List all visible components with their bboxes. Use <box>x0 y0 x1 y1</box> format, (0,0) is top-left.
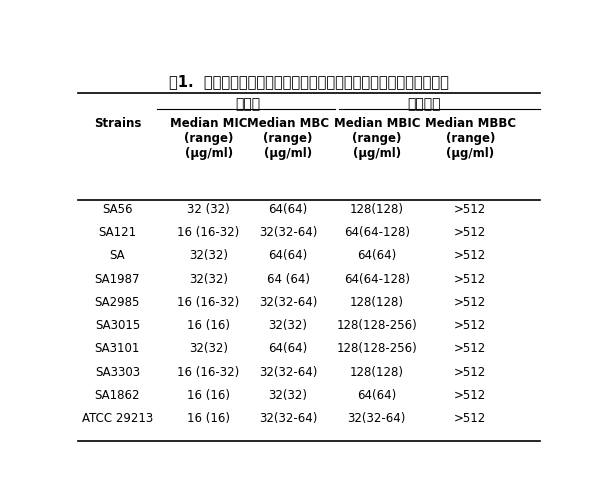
Text: >512: >512 <box>454 412 487 425</box>
Text: 32(32): 32(32) <box>268 319 308 332</box>
Text: >512: >512 <box>454 366 487 379</box>
Text: Median MIC
(range)
(μg/ml): Median MIC (range) (μg/ml) <box>170 117 247 159</box>
Text: 32(32-64): 32(32-64) <box>259 412 317 425</box>
Text: SA56: SA56 <box>102 203 133 216</box>
Text: 悬浮菌: 悬浮菌 <box>236 97 261 111</box>
Text: 64(64-128): 64(64-128) <box>344 273 410 286</box>
Text: SA3101: SA3101 <box>95 343 140 356</box>
Text: 64(64): 64(64) <box>357 249 396 263</box>
Text: >512: >512 <box>454 343 487 356</box>
Text: 64(64): 64(64) <box>268 249 308 263</box>
Text: 16 (16-32): 16 (16-32) <box>177 366 239 379</box>
Text: Strains: Strains <box>93 117 141 129</box>
Text: 32(32): 32(32) <box>189 273 228 286</box>
Text: 64(64-128): 64(64-128) <box>344 226 410 239</box>
Text: 16 (16): 16 (16) <box>187 412 230 425</box>
Text: SA1987: SA1987 <box>95 273 140 286</box>
Text: 32(32): 32(32) <box>189 249 228 263</box>
Text: ATCC 29213: ATCC 29213 <box>82 412 153 425</box>
Text: SA3303: SA3303 <box>95 366 140 379</box>
Text: >512: >512 <box>454 203 487 216</box>
Text: 32(32-64): 32(32-64) <box>259 296 317 309</box>
Text: >512: >512 <box>454 226 487 239</box>
Text: SA2985: SA2985 <box>95 296 140 309</box>
Text: SA1862: SA1862 <box>95 389 140 402</box>
Text: 64(64): 64(64) <box>268 203 308 216</box>
Text: Median MBIC
(range)
(μg/ml): Median MBIC (range) (μg/ml) <box>333 117 420 159</box>
Text: 32 (32): 32 (32) <box>187 203 230 216</box>
Text: 32(32): 32(32) <box>189 343 228 356</box>
Text: 16 (16): 16 (16) <box>187 389 230 402</box>
Text: >512: >512 <box>454 389 487 402</box>
Text: Median MBC
(range)
(μg/ml): Median MBC (range) (μg/ml) <box>247 117 329 159</box>
Text: 128(128): 128(128) <box>350 296 404 309</box>
Text: 16 (16-32): 16 (16-32) <box>177 296 239 309</box>
Text: SA121: SA121 <box>98 226 136 239</box>
Text: 128(128-256): 128(128-256) <box>336 343 417 356</box>
Text: SA3015: SA3015 <box>95 319 140 332</box>
Text: 64(64): 64(64) <box>268 343 308 356</box>
Text: 表1.  和厚朴酚对金黄色葡萄球菌悬浮菌和生物被膜的药物敏感性试验: 表1. 和厚朴酚对金黄色葡萄球菌悬浮菌和生物被膜的药物敏感性试验 <box>169 74 449 89</box>
Text: 64(64): 64(64) <box>357 389 396 402</box>
Text: >512: >512 <box>454 273 487 286</box>
Text: 128(128-256): 128(128-256) <box>336 319 417 332</box>
Text: Median MBBC
(range)
(μg/ml): Median MBBC (range) (μg/ml) <box>425 117 516 159</box>
Text: 128(128): 128(128) <box>350 366 404 379</box>
Text: 32(32-64): 32(32-64) <box>259 366 317 379</box>
Text: 32(32): 32(32) <box>268 389 308 402</box>
Text: 32(32-64): 32(32-64) <box>259 226 317 239</box>
Text: >512: >512 <box>454 319 487 332</box>
Text: 64 (64): 64 (64) <box>267 273 309 286</box>
Text: 16 (16): 16 (16) <box>187 319 230 332</box>
Text: 32(32-64): 32(32-64) <box>347 412 406 425</box>
Text: >512: >512 <box>454 249 487 263</box>
Text: 128(128): 128(128) <box>350 203 404 216</box>
Text: SA: SA <box>110 249 125 263</box>
Text: 16 (16-32): 16 (16-32) <box>177 226 239 239</box>
Text: 生物被膜: 生物被膜 <box>407 97 440 111</box>
Text: >512: >512 <box>454 296 487 309</box>
